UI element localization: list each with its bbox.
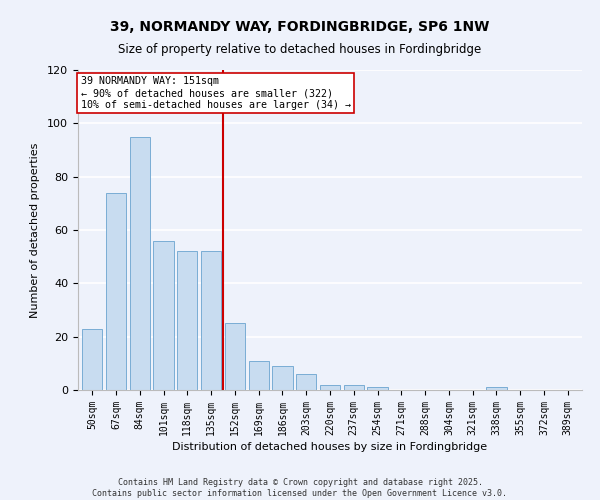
Bar	[487, 388, 506, 390]
Bar	[177, 252, 197, 390]
Text: 39, NORMANDY WAY, FORDINGBRIDGE, SP6 1NW: 39, NORMANDY WAY, FORDINGBRIDGE, SP6 1NW	[110, 20, 490, 34]
Y-axis label: Number of detached properties: Number of detached properties	[30, 142, 40, 318]
Bar	[225, 324, 245, 390]
Bar	[296, 374, 316, 390]
Bar	[248, 360, 269, 390]
Bar	[272, 366, 293, 390]
Text: 39 NORMANDY WAY: 151sqm
← 90% of detached houses are smaller (322)
10% of semi-d: 39 NORMANDY WAY: 151sqm ← 90% of detache…	[80, 76, 350, 110]
Bar	[154, 240, 173, 390]
Bar	[82, 328, 103, 390]
Bar	[106, 192, 126, 390]
Bar	[367, 388, 388, 390]
Bar	[130, 136, 150, 390]
Bar	[320, 384, 340, 390]
Text: Contains HM Land Registry data © Crown copyright and database right 2025.
Contai: Contains HM Land Registry data © Crown c…	[92, 478, 508, 498]
Bar	[344, 384, 364, 390]
X-axis label: Distribution of detached houses by size in Fordingbridge: Distribution of detached houses by size …	[172, 442, 488, 452]
Bar	[201, 252, 221, 390]
Text: Size of property relative to detached houses in Fordingbridge: Size of property relative to detached ho…	[118, 42, 482, 56]
